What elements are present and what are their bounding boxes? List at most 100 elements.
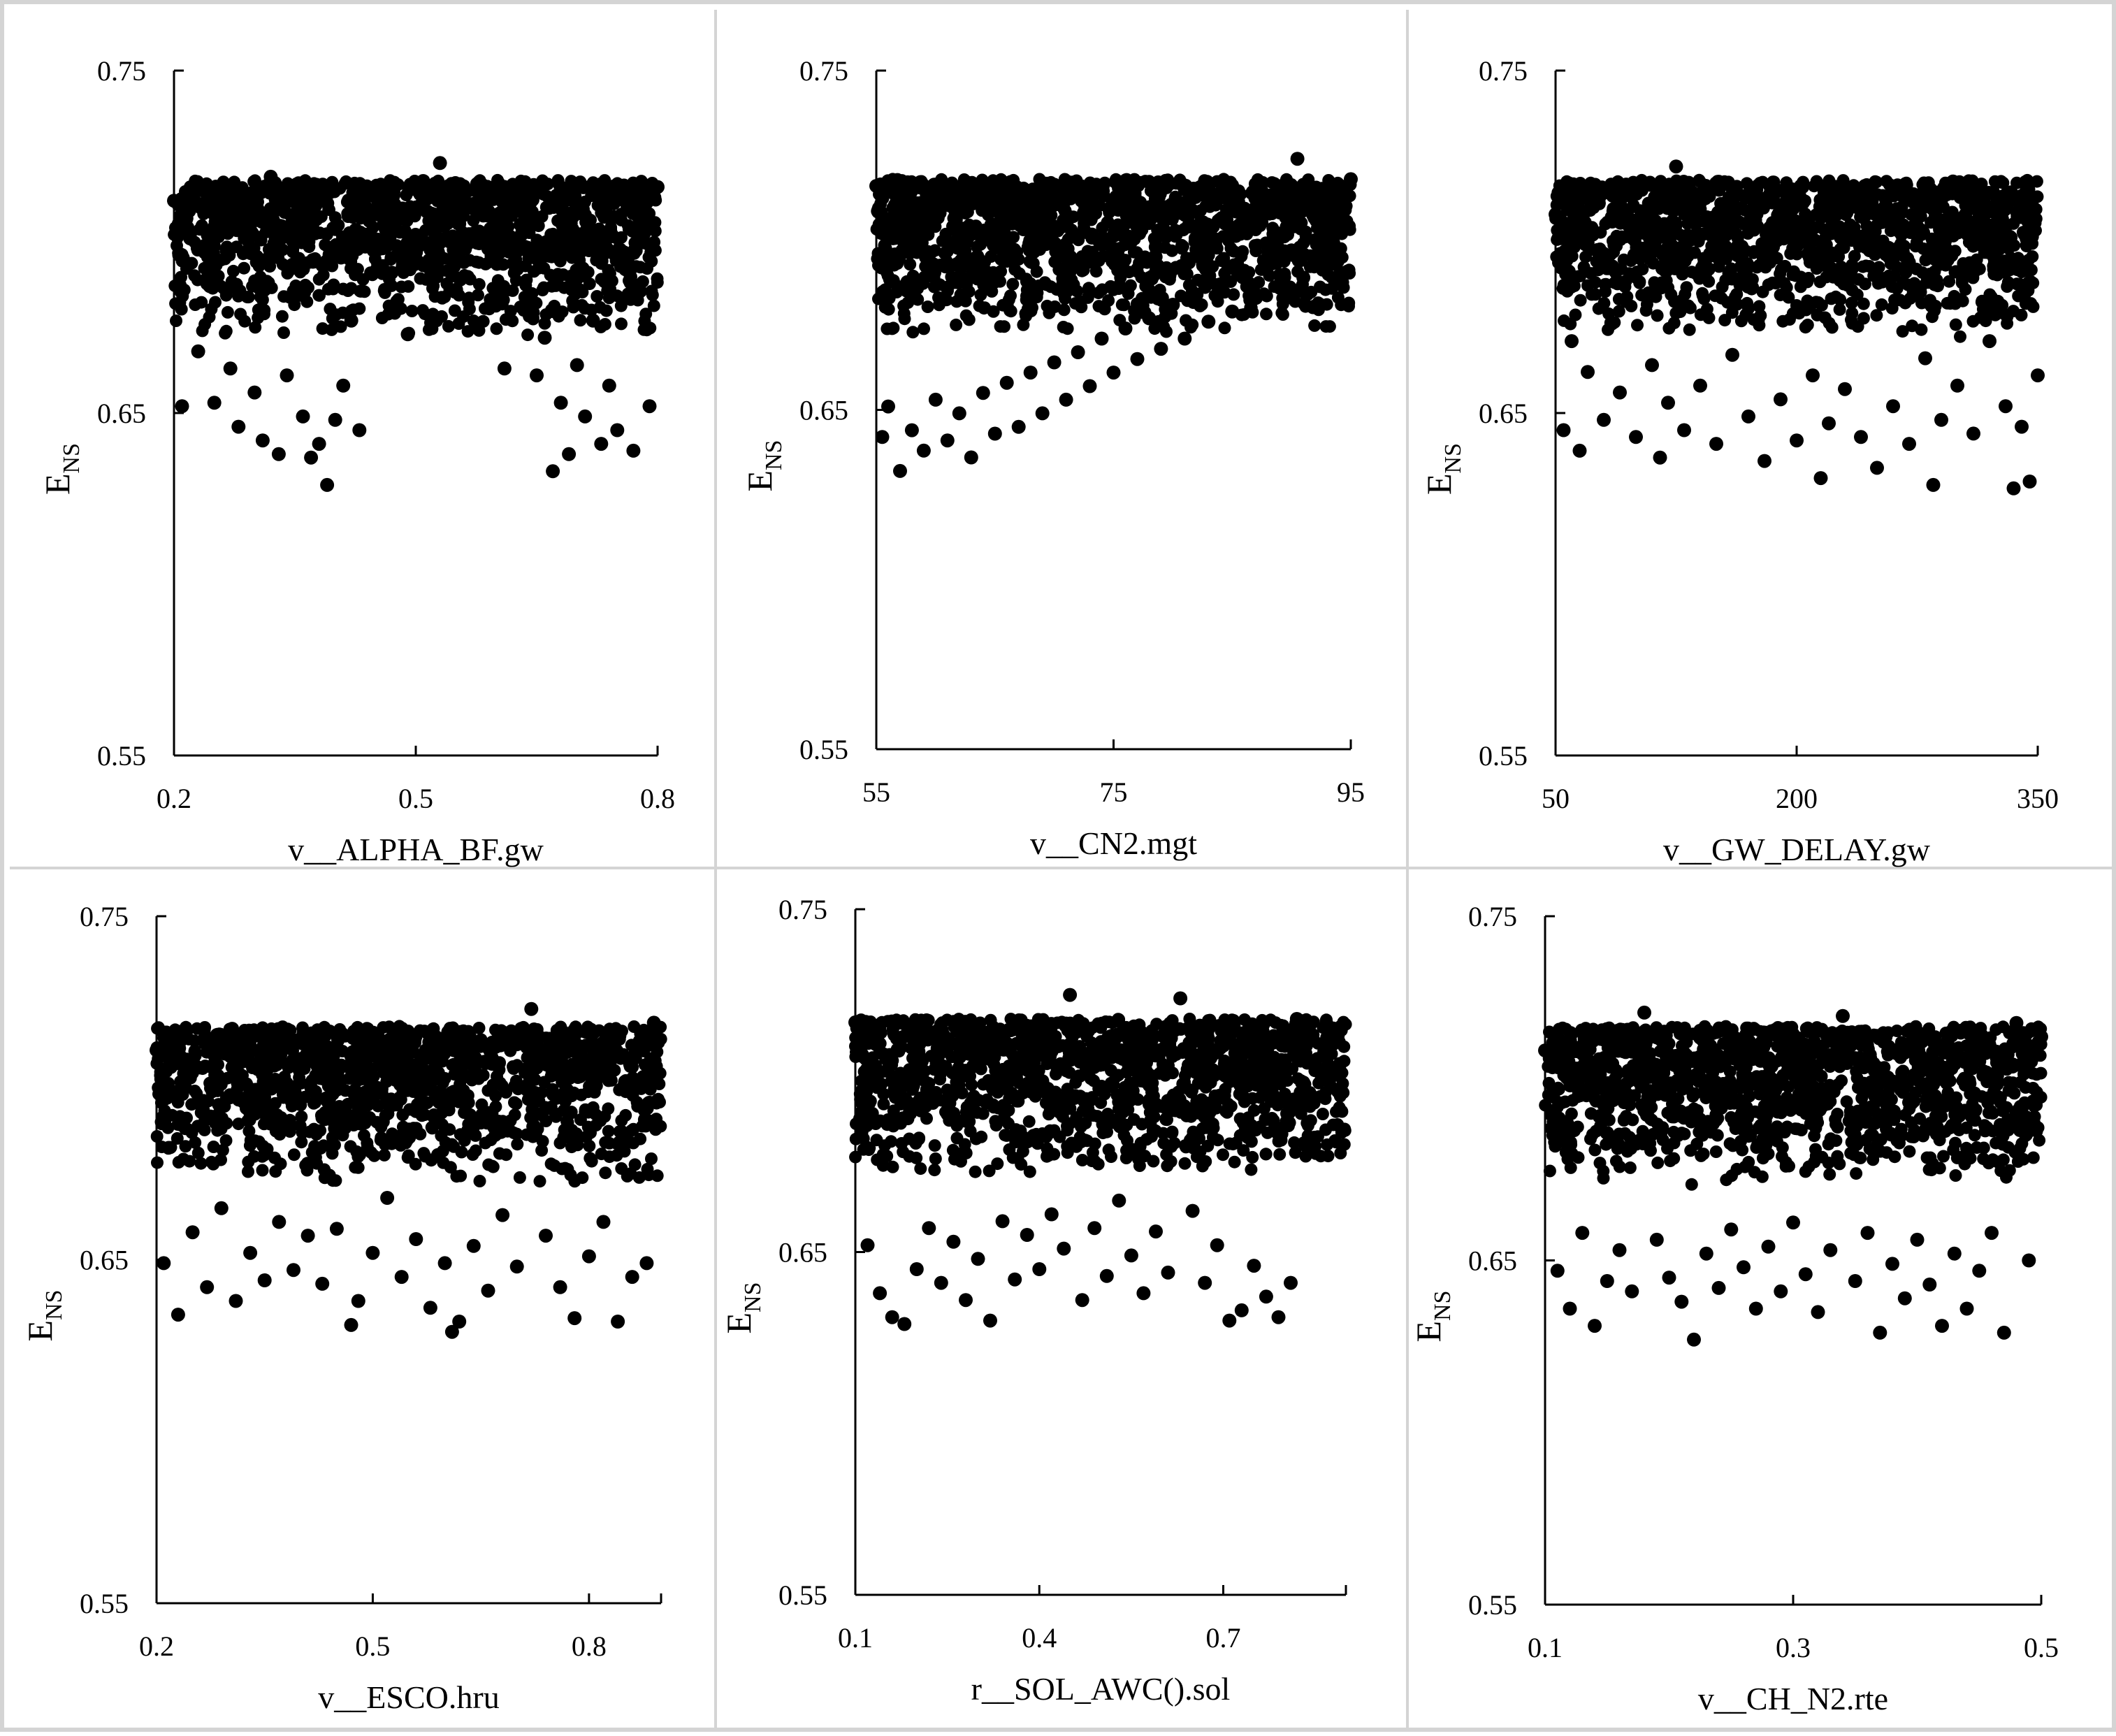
cloud-point [1057,321,1070,333]
cloud-point [437,208,449,221]
cloud-point [1557,219,1570,232]
data-point [917,444,931,458]
cloud-point [1567,178,1580,190]
cloud-point [1695,308,1707,321]
data-point [401,327,415,341]
cloud-point [1278,255,1291,268]
cloud-point [378,283,391,296]
data-point [1950,379,1964,393]
cloud-point [546,248,558,261]
cloud-point [971,255,983,268]
cloud-point [911,282,924,295]
cloud-point [1260,308,1273,320]
cloud-point [1795,280,1807,293]
cloud-point [584,277,596,290]
y-tick-label: 0.75 [1479,55,1528,87]
cloud-point [1928,304,1941,317]
cloud-point [1335,298,1347,311]
cloud-point [1651,310,1664,322]
cloud-point [1590,255,1603,268]
cloud-point [238,262,250,275]
cloud-point [2020,240,2033,252]
data-point [1854,430,1868,444]
data-point [1838,382,1852,396]
cloud-point [521,328,534,341]
data-point [224,361,238,375]
data-point [240,221,254,235]
cloud-point [1202,220,1215,233]
cloud-point [1769,277,1782,289]
data-point [256,433,270,447]
cloud-point [1066,175,1079,188]
cloud-point [1846,317,1859,330]
cloud-point [1611,277,1624,290]
cloud-point [1987,239,2000,252]
cloud-point [2020,297,2032,310]
cloud-point [1829,180,1842,193]
cloud-point [985,285,998,298]
cloud-point [1184,321,1197,333]
cloud-point [507,1062,520,1075]
data-point [183,231,197,245]
data-point [618,262,632,276]
data-point [1661,396,1675,410]
data-point [1142,311,1156,325]
cloud-point [1230,231,1242,243]
cloud-point [1314,298,1326,310]
cloud-point [284,218,297,231]
cloud-point [307,177,320,189]
cloud-point [349,268,361,281]
cloud-point [1669,307,1682,319]
cloud-point [544,229,557,241]
data-point [1284,243,1298,257]
cloud-point [615,208,628,220]
cloud-point [514,301,527,313]
cloud-point [994,196,1006,209]
cloud-point [1337,276,1349,289]
cloud-point [373,243,386,256]
cloud-point [1857,298,1870,310]
cloud-point [1268,192,1281,205]
cloud-point [567,195,579,208]
cloud-point [198,318,211,331]
cloud-point [569,288,581,301]
cloud-point [248,242,261,254]
cloud-point [951,241,964,254]
y-tick-label: 0.75 [97,55,146,87]
x-tick-label: 55 [862,776,890,808]
y-axis-label-main: E [38,473,77,495]
cloud-point [651,276,664,289]
cloud-point [304,222,317,235]
cloud-point [1022,241,1034,254]
cloud-point [1870,309,1883,321]
cloud-point [449,256,462,268]
cloud-point [1798,227,1811,240]
cloud-point [207,202,219,215]
cloud-point [950,319,962,331]
cloud-point [544,197,557,210]
cloud-point [1669,217,1682,229]
data-point [1790,433,1804,447]
cloud-point [1642,247,1654,260]
data-point [1927,478,1941,492]
data-point [626,444,640,458]
data-point [481,242,495,256]
cloud-point [1057,202,1070,215]
cloud-point [354,285,367,298]
cloud-point [1944,182,1957,195]
cloud-point [1150,251,1163,263]
cloud-point [1793,307,1806,319]
data-point [1669,159,1683,173]
cloud-point [1825,292,1838,305]
cloud-point [463,254,476,266]
cloud-point [1127,175,1140,187]
data-point [1653,451,1667,465]
cloud-point [330,320,342,333]
cloud-point [1266,222,1279,234]
cloud-point [987,266,999,279]
cloud-point [1041,177,1053,189]
cloud-point [1599,187,1611,199]
cloud-point [315,210,328,223]
cloud-point [532,219,545,232]
